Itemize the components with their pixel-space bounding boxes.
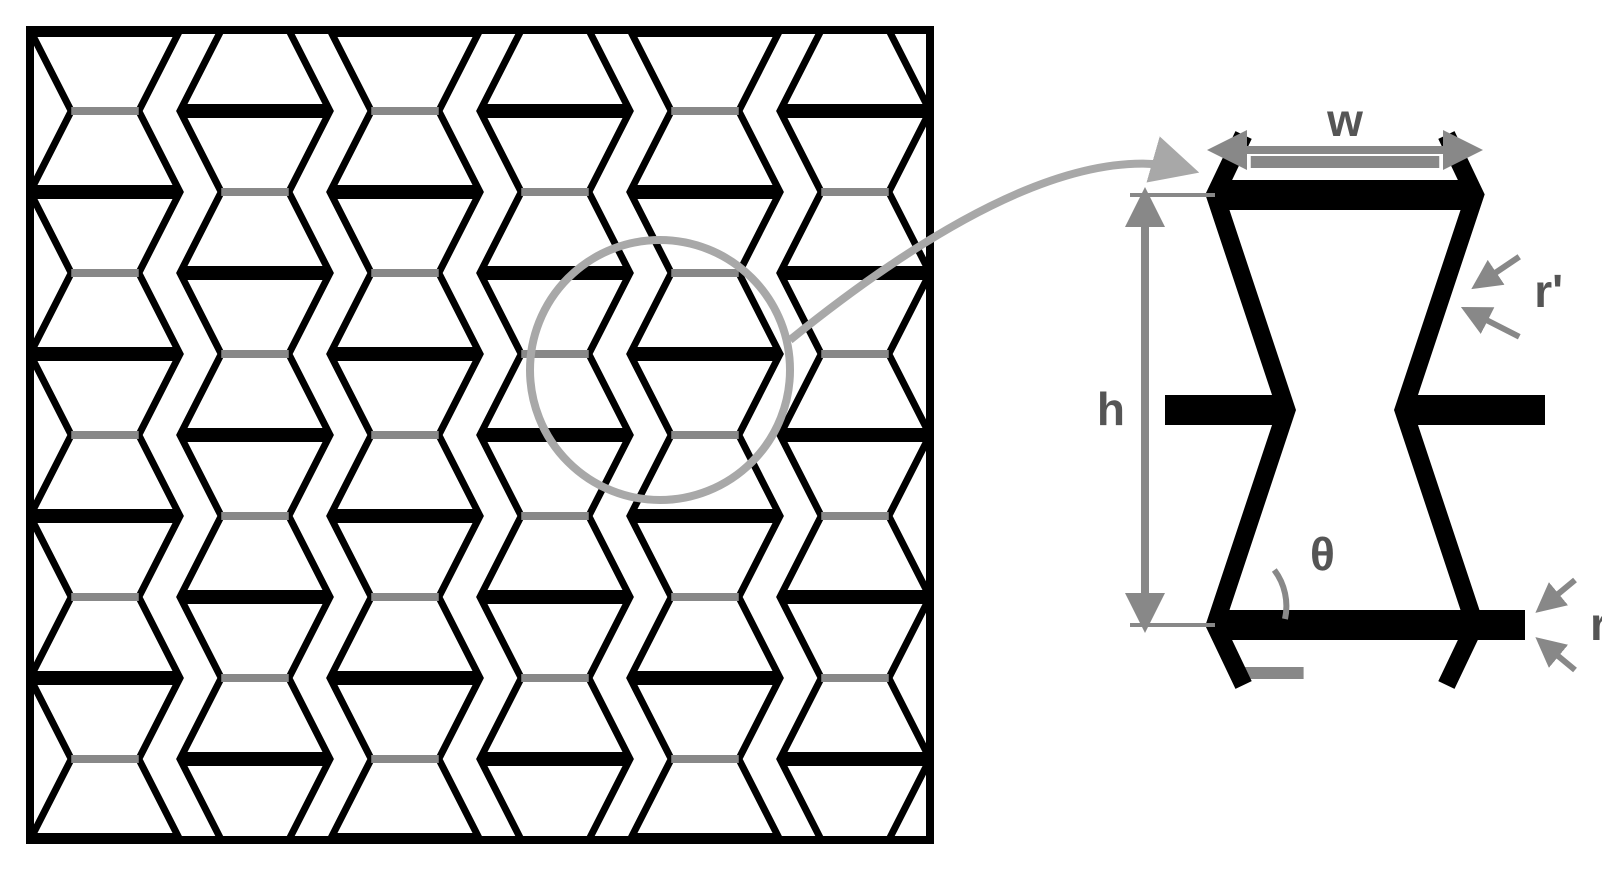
label-h: h bbox=[1097, 383, 1125, 435]
label-w: w bbox=[1326, 94, 1363, 146]
dim-arrow-r-1 bbox=[1540, 580, 1575, 609]
auxetic-lattice-figure: w h θ r' r bbox=[0, 0, 1602, 869]
zigzag-edge bbox=[30, 0, 71, 869]
unit-cell-detail: w h θ r' r bbox=[1097, 94, 1602, 685]
dim-arrow-r-2 bbox=[1540, 641, 1575, 670]
dim-arrow-rprime-1 bbox=[1476, 257, 1519, 286]
label-rprime: r' bbox=[1534, 265, 1563, 317]
zigzag-edge bbox=[630, 0, 671, 869]
zigzag-edge bbox=[330, 0, 371, 869]
zigzag-edge bbox=[439, 0, 480, 869]
label-r: r bbox=[1590, 598, 1602, 650]
label-theta: θ bbox=[1310, 528, 1335, 580]
zigzag-edge bbox=[1039, 0, 1080, 869]
lattice-pattern bbox=[30, 0, 1080, 869]
zigzag-edge bbox=[139, 0, 180, 869]
zigzag-edge bbox=[930, 0, 971, 869]
dim-arrow-rprime-2 bbox=[1466, 310, 1519, 337]
